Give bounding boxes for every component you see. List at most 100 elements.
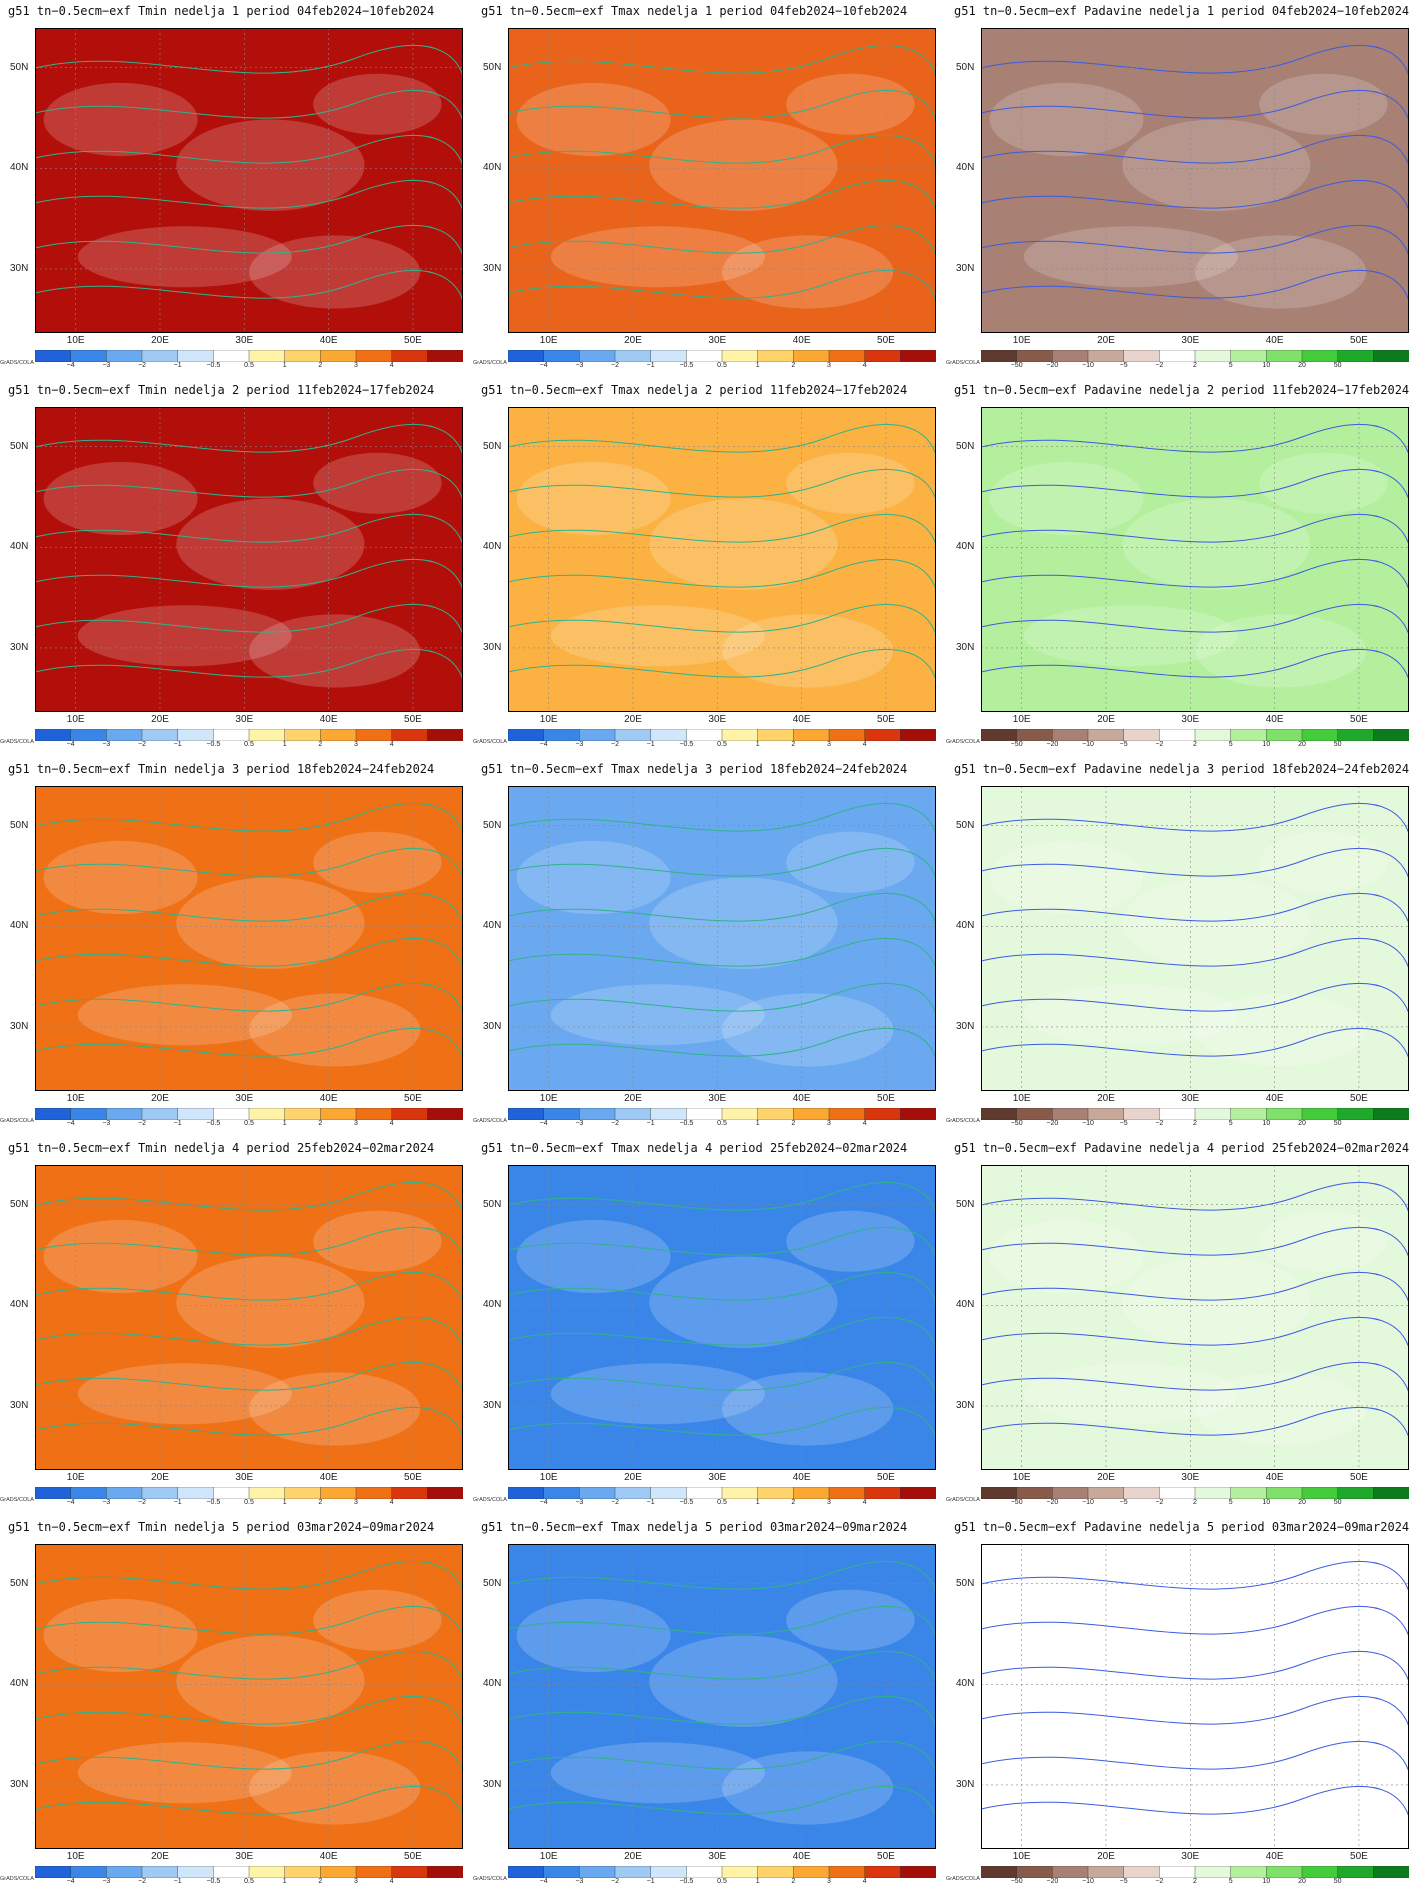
- latitude-tick-label: 50N: [10, 1577, 29, 1589]
- colorbar-swatch: [177, 350, 215, 362]
- longitude-tick-label: 50E: [877, 1851, 895, 1862]
- map-plot: [508, 407, 936, 712]
- field-region: [1259, 831, 1388, 893]
- field-region: [1195, 1372, 1367, 1446]
- colorbar-swatch: [1373, 1108, 1409, 1120]
- colorbar-label: −4: [539, 1878, 548, 1885]
- colorbar-swatch: [1266, 1108, 1303, 1120]
- colorbar-label: −20: [1046, 1499, 1059, 1506]
- colorbar-label: 2: [318, 1120, 323, 1127]
- anomaly-field: [508, 407, 936, 712]
- colorbar-swatch: [35, 1866, 72, 1878]
- grads-credit: GrADS/COLA: [946, 1876, 980, 1882]
- colorbar-swatch: [248, 350, 286, 362]
- colorbar-swatch: [141, 1108, 179, 1120]
- colorbar-swatch: [1052, 350, 1089, 362]
- map-canvas: [981, 1544, 1409, 1849]
- field-region: [313, 1210, 442, 1272]
- field-region: [313, 1589, 442, 1651]
- colorbar-swatch: [106, 729, 143, 741]
- colorbar-label: −1: [646, 1878, 655, 1885]
- latitude-tick-label: 40N: [10, 162, 29, 174]
- longitude-tick-label: 30E: [1181, 1472, 1200, 1483]
- colorbar-swatch: [508, 1866, 545, 1878]
- map-plot: [35, 1165, 463, 1470]
- grads-credit: GrADS/COLA: [0, 1497, 34, 1503]
- contour-line: [35, 1651, 463, 1682]
- colorbar-label: −2: [1155, 1499, 1164, 1506]
- grads-credit: GrADS/COLA: [473, 1876, 507, 1882]
- colorbar-swatch: [1052, 729, 1089, 741]
- colorbar-swatch: [686, 1108, 723, 1120]
- colorbar-swatch: [1373, 729, 1409, 741]
- contour-line: [981, 469, 1409, 500]
- latitude-tick-label: 30N: [483, 1020, 502, 1032]
- longitude-tick-label: 40E: [319, 1851, 338, 1862]
- longitude-tick-label: 40E: [792, 714, 811, 725]
- colorbar-label: 20: [1298, 1120, 1306, 1127]
- panel-title: g51 tn−0.5ecm−exf Padavine nedelja 5 per…: [954, 1520, 1410, 1534]
- colorbar-label: −5: [1119, 362, 1128, 369]
- longitude-tick-label: 20E: [151, 1472, 169, 1483]
- contour-line: [981, 90, 1409, 121]
- colorbar-swatch: [579, 1108, 616, 1120]
- colorbar-swatch: [391, 1108, 429, 1120]
- contour-line: [35, 270, 463, 301]
- map-canvas: [35, 1544, 463, 1849]
- colorbar-swatch: [864, 1487, 902, 1499]
- colorbar-swatch: [793, 1487, 830, 1499]
- colorbar-label: −1: [173, 741, 182, 748]
- colorbar-swatch: [900, 729, 936, 741]
- map-frame: [508, 786, 936, 1091]
- contour-line: [508, 649, 936, 680]
- field-region: [786, 1589, 915, 1651]
- anomaly-field: [981, 1165, 1409, 1470]
- latitude-tick-label: 50N: [956, 1198, 975, 1210]
- contour-line: [35, 1227, 463, 1258]
- colorbar-swatch: [1266, 350, 1303, 362]
- field-region: [516, 1219, 671, 1294]
- grads-credit: GrADS/COLA: [946, 1497, 980, 1503]
- latitude-tick-label: 30N: [483, 1399, 502, 1411]
- map-canvas: [508, 407, 936, 712]
- colorbar-swatch: [35, 1108, 72, 1120]
- contour-line: [35, 1786, 463, 1817]
- colorbar-swatch: [828, 1108, 866, 1120]
- colorbar-swatch: [1301, 1487, 1339, 1499]
- contour-line: [508, 1561, 936, 1592]
- longitude-tick-label: 30E: [1181, 1093, 1200, 1104]
- colorbar-label: −2: [1155, 362, 1164, 369]
- colorbar-label: 3: [354, 1120, 358, 1127]
- panel-title: g51 tn−0.5ecm−exf Tmax nedelja 5 period …: [481, 1520, 908, 1534]
- field-region: [1122, 1635, 1311, 1727]
- anomaly-field: [508, 1544, 936, 1849]
- anomaly-field: [981, 407, 1409, 712]
- colorbar-swatch: [355, 350, 393, 362]
- field-region: [1195, 1751, 1367, 1825]
- latitude-tick-label: 50N: [483, 1577, 502, 1589]
- colorbar-label: −5: [1119, 1878, 1128, 1885]
- colorbar-label: −2: [611, 362, 619, 369]
- colorbar-label: 0.5: [244, 1499, 254, 1506]
- colorbar-swatch: [1087, 729, 1125, 741]
- colorbar-swatch: [650, 1487, 688, 1499]
- map-canvas: [35, 786, 463, 1091]
- colorbar-label: 2: [1193, 1499, 1197, 1506]
- colorbar-swatch: [1016, 1487, 1054, 1499]
- colorbar-swatch: [355, 1866, 393, 1878]
- longitude-tick-label: 30E: [235, 1472, 254, 1483]
- colorbar-swatch: [70, 1487, 108, 1499]
- longitude-tick-label: 20E: [151, 335, 169, 346]
- colorbar-swatch: [106, 350, 143, 362]
- field-region: [786, 831, 915, 893]
- colorbar-swatch: [1194, 1866, 1232, 1878]
- contour-line: [981, 848, 1409, 879]
- colorbar-swatch: [141, 1866, 179, 1878]
- latitude-tick-label: 50N: [956, 440, 975, 452]
- longitude-tick-label: 50E: [404, 1093, 422, 1104]
- colorbar-swatch: [543, 729, 581, 741]
- longitude-tick-label: 40E: [1265, 1851, 1284, 1862]
- colorbar-swatch: [1087, 1866, 1125, 1878]
- colorbar-swatch: [106, 1866, 143, 1878]
- colorbar-swatch: [1194, 1108, 1232, 1120]
